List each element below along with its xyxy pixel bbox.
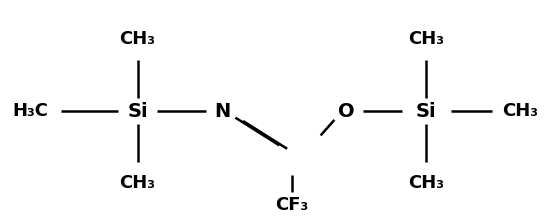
Text: CH₃: CH₃ — [408, 174, 444, 192]
Text: Si: Si — [416, 101, 437, 121]
Text: Si: Si — [127, 101, 148, 121]
Text: H₃C: H₃C — [12, 102, 48, 120]
Text: CH₃: CH₃ — [502, 102, 538, 120]
Text: CH₃: CH₃ — [408, 30, 444, 48]
Text: CF₃: CF₃ — [275, 196, 308, 214]
Text: N: N — [214, 101, 231, 121]
Text: CH₃: CH₃ — [119, 174, 156, 192]
Text: CH₃: CH₃ — [119, 30, 156, 48]
Text: O: O — [338, 101, 355, 121]
